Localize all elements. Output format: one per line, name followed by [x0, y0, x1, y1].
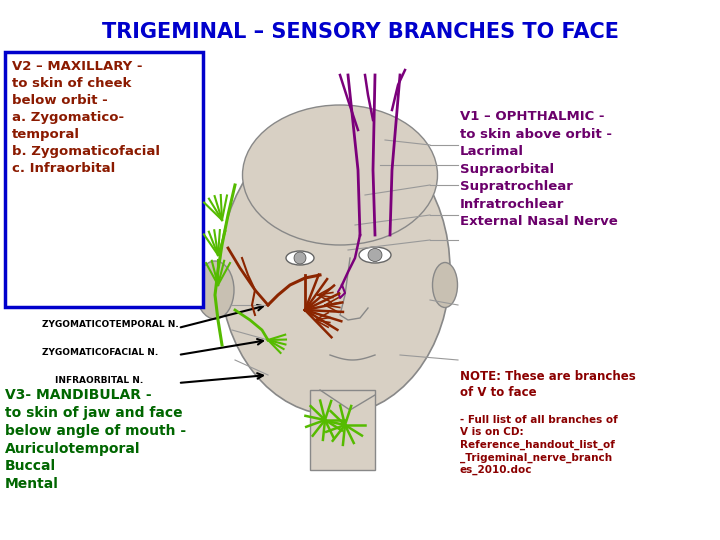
Text: INFRAORBITAL N.: INFRAORBITAL N. — [55, 376, 143, 385]
Text: TRIGEMINAL – SENSORY BRANCHES TO FACE: TRIGEMINAL – SENSORY BRANCHES TO FACE — [102, 22, 618, 42]
Ellipse shape — [433, 262, 457, 307]
Ellipse shape — [359, 247, 391, 263]
Ellipse shape — [196, 261, 234, 319]
FancyBboxPatch shape — [310, 390, 375, 470]
Ellipse shape — [368, 248, 382, 261]
Ellipse shape — [294, 252, 306, 264]
Text: V3- MANDIBULAR -
to skin of jaw and face
below angle of mouth -
Auriculotemporal: V3- MANDIBULAR - to skin of jaw and face… — [5, 388, 186, 491]
Text: NOTE: These are branches
of V to face: NOTE: These are branches of V to face — [460, 370, 636, 399]
Text: - Full list of all branches of
V is on CD:
Reference_handout_list_of
_Trigeminal: - Full list of all branches of V is on C… — [460, 415, 618, 475]
FancyBboxPatch shape — [5, 52, 203, 307]
Ellipse shape — [243, 105, 438, 245]
Text: ZYGOMATICOFACIAL N.: ZYGOMATICOFACIAL N. — [42, 348, 158, 357]
Text: ZYGOMATICOTEMPORAL N.: ZYGOMATICOTEMPORAL N. — [42, 320, 179, 329]
Text: V2 – MAXILLARY -
to skin of cheek
below orbit -
a. Zygomatico-
temporal
b. Zygom: V2 – MAXILLARY - to skin of cheek below … — [12, 60, 160, 175]
Ellipse shape — [286, 251, 314, 265]
Ellipse shape — [220, 125, 450, 415]
Text: V1 – OPHTHALMIC -
to skin above orbit -
Lacrimal
Supraorbital
Supratrochlear
Inf: V1 – OPHTHALMIC - to skin above orbit - … — [460, 110, 618, 228]
